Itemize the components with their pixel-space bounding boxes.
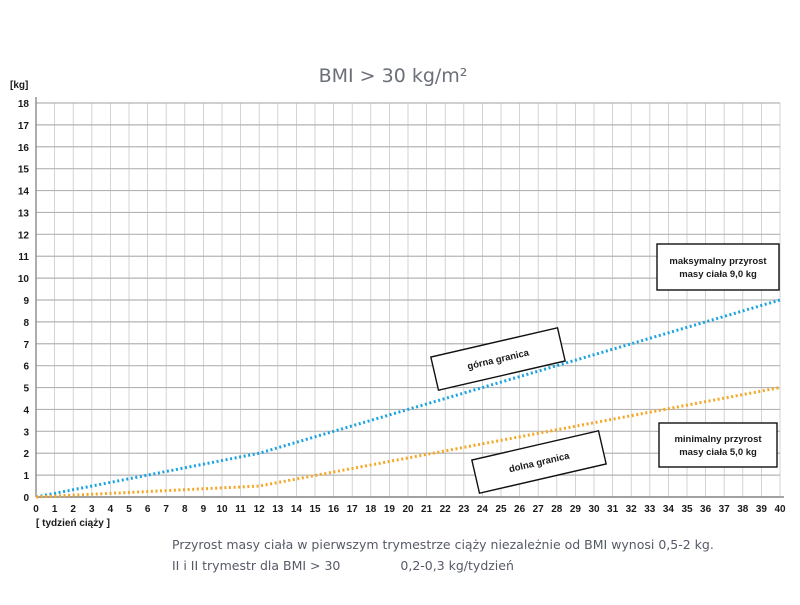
min-gain-label: minimalny przyrost masy ciała 5,0 kg	[658, 422, 778, 468]
y-tick-label-10: 10	[18, 274, 30, 285]
x-tick-label-23: 23	[458, 504, 470, 515]
x-tick-labels: 0 1 2 3 4 5 6 7 8 9 10 11 12 13 14 15 16 17 18 19 20 21 22 23 24…	[33, 504, 786, 515]
footnote-rate-label: 0,2-0,3 kg/tydzień	[400, 558, 514, 573]
y-tick-label-8: 8	[23, 318, 29, 329]
x-tick-label-26: 26	[514, 504, 526, 515]
weight-gain-chart: BMI > 30 kg/m² 0123456789101112131415161…	[10, 65, 786, 529]
min-gain-label-box	[658, 422, 778, 468]
x-tick-label-25: 25	[495, 504, 507, 515]
footnote-second-third-trimester: II i II trymestr dla BMI > 30 0,2-0,3 kg/…	[172, 558, 514, 573]
x-tick-label-7: 7	[163, 504, 169, 515]
x-tick-label-3: 3	[89, 504, 95, 515]
min-gain-label-line-2: masy ciała 5,0 kg	[679, 447, 757, 458]
x-tick-label-27: 27	[533, 504, 545, 515]
x-tick-label-1: 1	[52, 504, 58, 515]
x-tick-label-8: 8	[182, 504, 188, 515]
y-tick-label-6: 6	[23, 362, 29, 373]
x-axis-label: [ tydzień ciąży ]	[36, 518, 110, 529]
x-tick-label-24: 24	[477, 504, 489, 515]
x-tick-label-21: 21	[421, 504, 433, 515]
chart-title: BMI > 30 kg/m²	[319, 65, 468, 87]
lower-bound-series	[35, 386, 781, 499]
max-gain-label-line-2: masy ciała 9,0 kg	[679, 269, 757, 280]
y-tick-label-4: 4	[23, 405, 29, 416]
lower-bound-label: dolna granica	[471, 429, 607, 495]
x-tick-label-28: 28	[551, 504, 563, 515]
x-tick-label-10: 10	[216, 504, 228, 515]
x-tick-label-40: 40	[774, 504, 786, 515]
y-tick-label-13: 13	[18, 208, 30, 219]
y-tick-label-3: 3	[23, 427, 29, 438]
y-tick-label-11: 11	[18, 252, 29, 263]
y-tick-label-15: 15	[18, 165, 30, 176]
x-tick-label-35: 35	[681, 504, 693, 515]
max-gain-label: maksymalny przyrost masy ciała 9,0 kg	[656, 243, 780, 291]
x-tick-label-5: 5	[126, 504, 132, 515]
x-tick-label-20: 20	[402, 504, 414, 515]
x-tick-label-18: 18	[365, 504, 377, 515]
min-gain-label-line-1: minimalny przyrost	[674, 434, 762, 445]
upper-bound-series	[35, 298, 781, 499]
x-tick-label-11: 11	[235, 504, 246, 515]
max-gain-label-line-1: maksymalny przyrost	[669, 256, 767, 267]
x-tick-label-9: 9	[201, 504, 207, 515]
x-tick-label-34: 34	[663, 504, 675, 515]
x-tick-label-33: 33	[644, 504, 656, 515]
x-tick-label-31: 31	[607, 504, 619, 515]
x-tick-label-29: 29	[570, 504, 582, 515]
series-lines	[35, 298, 781, 499]
footnote-bmi-label: II i II trymestr dla BMI > 30	[172, 558, 341, 573]
x-tick-label-39: 39	[756, 504, 768, 515]
lower-bound-label-box	[471, 429, 607, 495]
x-tick-label-30: 30	[588, 504, 600, 515]
x-tick-label-2: 2	[70, 504, 76, 515]
x-tick-label-22: 22	[440, 504, 452, 515]
max-gain-label-box	[656, 243, 780, 291]
y-tick-label-12: 12	[18, 230, 30, 241]
y-tick-label-16: 16	[18, 143, 30, 154]
x-tick-label-13: 13	[272, 504, 284, 515]
x-tick-label-12: 12	[254, 504, 266, 515]
annotations: górna granica dolna granica maksymalny prz…	[430, 243, 780, 495]
x-tick-label-38: 38	[737, 504, 749, 515]
x-tick-label-17: 17	[347, 504, 359, 515]
y-tick-label-0: 0	[23, 493, 29, 504]
upper-bound-label-box	[430, 326, 566, 392]
y-tick-label-17: 17	[18, 121, 30, 132]
y-tick-label-7: 7	[23, 340, 29, 351]
axes	[35, 97, 784, 498]
upper-bound-label: górna granica	[430, 326, 566, 392]
x-tick-label-6: 6	[145, 504, 151, 515]
y-tick-label-9: 9	[23, 296, 29, 307]
x-tick-label-0: 0	[33, 504, 39, 515]
y-tick-label-1: 1	[23, 471, 29, 482]
x-tick-label-15: 15	[309, 504, 321, 515]
x-tick-label-37: 37	[719, 504, 731, 515]
y-tick-label-5: 5	[23, 384, 29, 395]
x-tick-label-36: 36	[700, 504, 712, 515]
x-tick-label-14: 14	[291, 504, 303, 515]
x-tick-label-32: 32	[626, 504, 638, 515]
y-tick-label-18: 18	[18, 99, 30, 110]
footnote-first-trimester: Przyrost masy ciała w pierwszym trymestr…	[172, 537, 714, 552]
x-tick-label-4: 4	[108, 504, 114, 515]
y-axis-label: [kg]	[10, 80, 28, 91]
y-tick-label-14: 14	[18, 187, 30, 198]
x-tick-label-16: 16	[328, 504, 340, 515]
x-tick-label-19: 19	[384, 504, 396, 515]
y-tick-label-2: 2	[23, 449, 29, 460]
